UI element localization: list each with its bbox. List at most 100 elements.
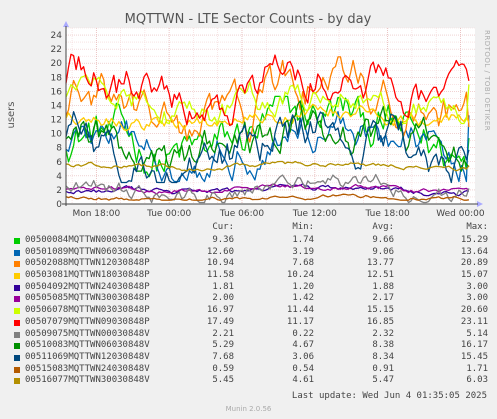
legend-series-name: 00515083MQTTWN24030848V [25,363,150,374]
legend-row: 00507079MQTTWN09030848P 17.49 11.17 16.85 23… [10,317,490,329]
x-axis-arrow [477,201,483,207]
legend-value-avg: 12.51 [366,270,394,281]
y-axis-arrow [63,21,69,27]
legend-swatch [14,308,20,315]
legend-rows: 00500084MQTTWN00030848P 9.36 1.74 9.66 15.29… [10,235,490,387]
x-tick-label-0: Mon 18:00 [72,209,120,219]
legend-value-cur: 9.36 [212,235,234,245]
y-axis-label: users [6,101,17,128]
legend-value-min: 1.42 [292,293,314,304]
y-tick-label-22: 22 [51,45,62,55]
legend-value-min: 3.06 [292,351,314,362]
legend-value-max: 23.11 [460,316,488,327]
legend-swatch [14,366,20,373]
legend-value-cur: 2.21 [212,328,234,339]
legend-series-name: 00505085MQTTWN30030848P [25,293,150,304]
chart-title: MQTTWN - LTE Sector Counts - by day [125,12,372,27]
legend-value-max: 3.00 [466,293,488,304]
legend-swatch [14,319,20,326]
legend-series-name: 00501089MQTTWN06030848P [25,246,150,257]
last-update: Last update: Wed Jun 4 01:35:05 2025 [291,391,487,401]
legend-value-min: 10.24 [286,270,314,281]
legend-col-avg: Avg: [372,222,394,232]
series-line-1 [65,110,470,183]
legend-value-cur: 1.81 [212,281,234,292]
legend-row: 00509075MQTTWN00030848V 2.21 0.22 2.32 5.14 [10,329,490,341]
legend-value-max: 3.00 [466,281,488,292]
legend-value-min: 1.74 [292,235,314,245]
legend-row: 00504092MQTTWN24030848P 1.81 1.20 1.88 3.00 [10,282,490,294]
legend-value-avg: 2.17 [372,293,394,304]
legend-series-name: 00500084MQTTWN00030848P [25,235,150,245]
legend-value-cur: 11.58 [206,270,234,281]
legend-value-max: 16.17 [460,340,488,351]
legend-col-cur: Cur: [212,222,234,232]
legend-value-min: 11.44 [286,305,314,316]
legend-value-max: 6.03 [466,375,488,386]
legend-value-avg: 9.06 [372,246,394,257]
legend-value-min: 4.61 [292,375,314,386]
legend-value-avg: 13.77 [366,258,394,269]
legend-value-max: 20.60 [460,305,488,316]
legend-swatch [14,296,20,303]
y-tick-label-20: 20 [51,59,63,69]
y-tick-label-2: 2 [56,186,62,196]
legend-value-avg: 8.38 [372,340,394,351]
x-tick-label-2: Tue 06:00 [219,209,264,219]
legend-series-name: 00511069MQTTWN12030848V [25,351,150,362]
legend-row: 00500084MQTTWN00030848P 9.36 1.74 9.66 15.29 [10,235,490,247]
series-line-10 [65,111,470,184]
legend-swatch [14,284,20,291]
legend-col-max: Max: [466,222,488,232]
y-tick-label-14: 14 [51,101,63,111]
legend-value-max: 15.29 [460,235,488,245]
legend-row: 00505085MQTTWN30030848P 2.00 1.42 2.17 3.00 [10,293,490,305]
legend-swatch [14,331,20,338]
legend-series-name: 00503081MQTTWN18030848P [25,270,150,281]
y-tick-label-24: 24 [51,31,63,41]
x-tick-label-1: Tue 00:00 [146,209,191,219]
legend-swatch [14,378,20,385]
legend-value-min: 0.22 [292,328,314,339]
legend-value-cur: 2.00 [212,293,234,304]
legend-value-max: 15.07 [460,270,488,281]
series-lines [65,53,470,204]
legend-row: 00501089MQTTWN06030848P 12.60 3.19 9.06 13.6… [10,247,490,259]
legend-value-max: 13.64 [460,246,488,257]
y-tick-label-10: 10 [51,130,63,140]
legend-row: 00511069MQTTWN12030848V 7.68 3.06 8.34 15.45 [10,352,490,364]
legend-swatch [14,343,20,350]
legend-value-avg: 0.91 [372,363,394,374]
rrdtool-credit: RRDTOOL / TOBI OETIKER [483,30,491,131]
series-line-7 [65,53,470,127]
legend-value-avg: 5.47 [372,375,394,386]
legend-value-min: 11.17 [286,316,314,327]
legend-row: 00515083MQTTWN24030848V 0.59 0.54 0.91 1.71 [10,364,490,376]
legend-value-min: 3.19 [292,246,314,257]
legend-value-min: 0.54 [292,363,314,374]
series-line-11 [65,193,470,201]
y-tick-label-6: 6 [56,158,62,168]
legend-value-cur: 16.97 [206,305,234,316]
legend-value-avg: 2.32 [372,328,394,339]
legend-value-cur: 7.68 [212,351,234,362]
legend-swatch [14,261,20,268]
legend-col-min: Min: [292,222,314,232]
legend-value-cur: 5.29 [212,340,234,351]
legend-value-max: 20.89 [460,258,488,269]
y-tick-label-12: 12 [51,116,62,126]
legend-row: 00510083MQTTWN06030848V 5.29 4.67 8.38 16.17 [10,340,490,352]
legend-value-avg: 9.66 [372,235,394,245]
legend-row: 00502088MQTTWN12030848P 10.94 7.68 13.77 20.… [10,258,490,270]
series-line-3 [65,103,470,132]
legend-value-max: 15.45 [460,351,488,362]
series-line-8 [65,173,470,204]
legend-series-name: 00510083MQTTWN06030848V [25,340,150,351]
legend-value-avg: 8.34 [372,351,394,362]
legend-value-min: 4.67 [292,340,314,351]
munin-version: Munin 2.0.56 [225,405,272,413]
legend-row: 00503081MQTTWN18030848P 11.58 10.24 12.51 15… [10,270,490,282]
y-tick-label-0: 0 [56,200,62,210]
legend-series-name: 00504092MQTTWN24030848P [25,281,150,292]
